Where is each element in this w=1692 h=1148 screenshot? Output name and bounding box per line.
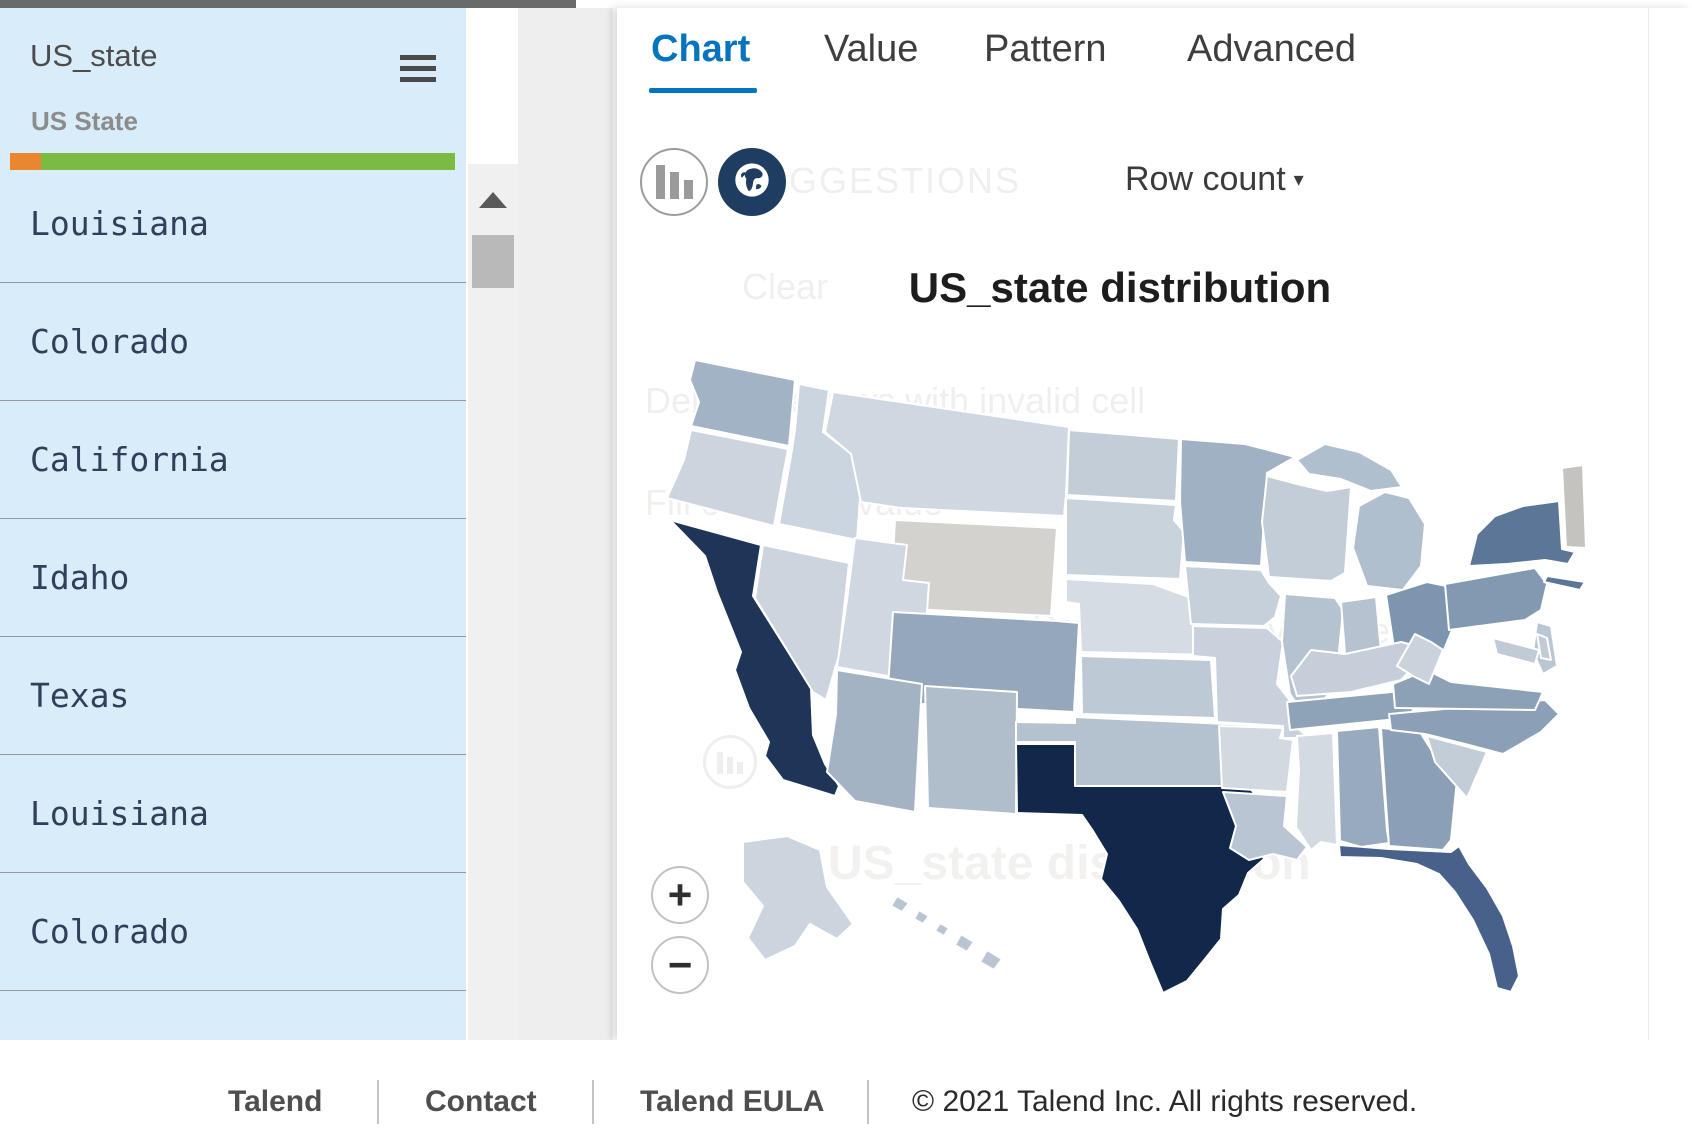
- state-IA[interactable]: [1184, 565, 1282, 627]
- state-MD[interactable]: [1492, 637, 1540, 665]
- us-choropleth-map: [645, 340, 1590, 996]
- state-LA[interactable]: [1222, 791, 1308, 861]
- tab-value[interactable]: Value: [824, 28, 919, 70]
- list-item[interactable]: Colorado: [0, 873, 466, 991]
- column-name: US_state: [30, 38, 158, 73]
- state-HI[interactable]: [890, 895, 910, 913]
- state-OR[interactable]: [666, 429, 789, 527]
- sidebar-scrollbar[interactable]: [468, 8, 518, 1040]
- state-GA[interactable]: [1380, 727, 1458, 851]
- state-NV[interactable]: [754, 544, 850, 701]
- bar-chart-button[interactable]: [640, 148, 708, 216]
- state-SC[interactable]: [1426, 735, 1488, 799]
- list-item-value: Colorado: [30, 912, 189, 951]
- footer-copyright: © 2021 Talend Inc. All rights reserved.: [912, 1085, 1418, 1118]
- list-item-value: Idaho: [30, 558, 130, 597]
- chevron-down-icon: ▾: [1293, 169, 1304, 191]
- column-menu-icon[interactable]: [400, 55, 436, 83]
- column-semantic-type: US State: [31, 106, 138, 136]
- aggregation-label: Row count: [1125, 160, 1286, 198]
- state-DE[interactable]: [1536, 633, 1552, 661]
- tab-pattern[interactable]: Pattern: [984, 28, 1107, 70]
- scrollbar-thumb[interactable]: [472, 235, 514, 288]
- tab-chart[interactable]: Chart: [651, 28, 751, 70]
- footer-separator: [867, 1080, 869, 1124]
- state-HI[interactable]: [979, 949, 1003, 971]
- state-NM[interactable]: [924, 685, 1018, 815]
- list-item-value: Texas: [30, 676, 130, 715]
- map-chart-button[interactable]: [718, 148, 786, 216]
- list-item[interactable]: Idaho: [0, 519, 466, 637]
- overlay-edge-divider: [1648, 8, 1649, 1040]
- quality-valid-segment[interactable]: [41, 153, 455, 170]
- state-MT[interactable]: [824, 391, 1070, 517]
- footer: Talend Contact Talend EULA © 2021 Talend…: [0, 1040, 1692, 1148]
- list-item-value: Colorado: [30, 322, 189, 361]
- state-KS[interactable]: [1080, 655, 1216, 719]
- state-AK[interactable]: [742, 835, 854, 961]
- state-MI[interactable]: [1296, 443, 1403, 492]
- list-item[interactable]: Colorado: [0, 283, 466, 401]
- quality-bar[interactable]: [10, 153, 455, 170]
- list-item[interactable]: California: [0, 401, 466, 519]
- state-TX[interactable]: [1015, 743, 1265, 994]
- state-MI[interactable]: [1352, 491, 1426, 591]
- quality-invalid-segment[interactable]: [10, 153, 41, 170]
- globe-icon: [732, 160, 772, 205]
- state-VT[interactable]: [1561, 464, 1587, 549]
- state-WI[interactable]: [1261, 475, 1352, 582]
- state-ND[interactable]: [1066, 429, 1180, 502]
- list-item[interactable]: Louisiana: [0, 165, 466, 283]
- state-FL[interactable]: [1338, 844, 1520, 993]
- zoom-in-button[interactable]: +: [651, 866, 709, 924]
- state-NC[interactable]: [1388, 699, 1560, 755]
- list-item[interactable]: Louisiana: [0, 755, 466, 873]
- value-list: Louisiana Colorado California Idaho Texas Lou…: [0, 165, 466, 1043]
- aggregation-dropdown[interactable]: Row count ▾: [1125, 160, 1304, 199]
- chart-title: US_state distribution: [908, 264, 1332, 311]
- state-PA[interactable]: [1444, 567, 1548, 631]
- state-WA[interactable]: [689, 359, 796, 447]
- state-HI[interactable]: [934, 922, 950, 937]
- footer-link-talend[interactable]: Talend: [228, 1085, 323, 1118]
- state-HI[interactable]: [913, 909, 930, 925]
- scrollbar-header-cap: [468, 8, 518, 164]
- zoom-out-button[interactable]: −: [651, 936, 709, 994]
- state-SD[interactable]: [1065, 497, 1185, 580]
- panel-gutter: [518, 8, 613, 1040]
- list-item-partial[interactable]: [0, 991, 466, 1043]
- state-WV[interactable]: [1396, 633, 1444, 685]
- column-profile-panel: Chart Value Pattern Advanced SUGGESTIONS…: [617, 8, 1692, 1040]
- state-HI[interactable]: [954, 933, 975, 953]
- top-toolbar-edge: [0, 0, 576, 8]
- tab-advanced[interactable]: Advanced: [1187, 28, 1357, 70]
- list-item[interactable]: Texas: [0, 637, 466, 755]
- footer-separator: [377, 1080, 379, 1124]
- state-NY[interactable]: [1468, 500, 1576, 567]
- column-panel: US_state US State Louisiana Colorado Calif…: [0, 8, 466, 1040]
- state-MS[interactable]: [1295, 732, 1338, 851]
- list-item-value: Louisiana: [30, 794, 209, 833]
- footer-separator: [592, 1080, 594, 1124]
- state-LI[interactable]: [1543, 575, 1586, 591]
- state-AR[interactable]: [1218, 725, 1294, 793]
- footer-link-eula[interactable]: Talend EULA: [640, 1085, 825, 1118]
- list-item-value: Louisiana: [30, 204, 209, 243]
- state-AZ[interactable]: [826, 669, 923, 813]
- footer-link-contact[interactable]: Contact: [425, 1085, 537, 1118]
- active-tab-underline: [649, 88, 757, 93]
- list-item-value: California: [30, 440, 229, 479]
- scroll-up-arrow-icon[interactable]: [479, 192, 507, 208]
